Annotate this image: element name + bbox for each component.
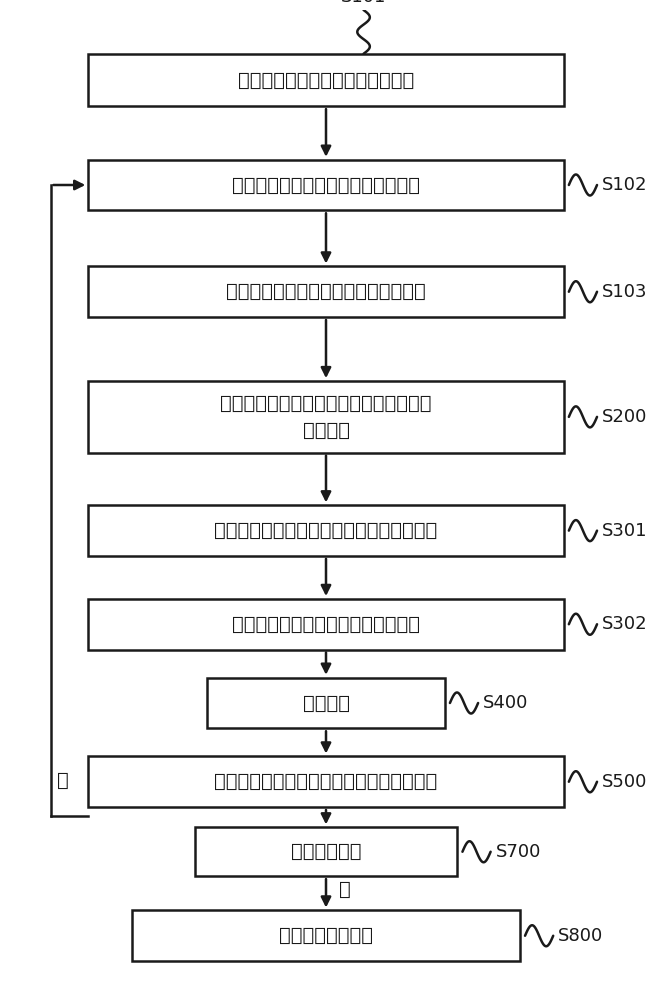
Bar xyxy=(88,381,564,453)
Text: S301: S301 xyxy=(602,522,647,540)
Bar xyxy=(88,599,564,650)
Text: 通过报警装置报警: 通过报警装置报警 xyxy=(279,926,373,945)
Text: 在列车转向架上安装图像采集装置: 在列车转向架上安装图像采集装置 xyxy=(238,71,414,90)
Text: S103: S103 xyxy=(602,283,647,301)
Text: 否: 否 xyxy=(57,771,68,790)
Bar xyxy=(88,266,564,317)
Text: S200: S200 xyxy=(602,408,647,426)
Text: 采集并检测列车轮缘表面状态图像信息: 采集并检测列车轮缘表面状态图像信息 xyxy=(226,282,426,301)
Text: S302: S302 xyxy=(602,615,647,633)
Text: S101: S101 xyxy=(341,0,386,6)
Text: S102: S102 xyxy=(602,176,647,194)
Bar xyxy=(194,827,458,876)
Text: 超出阈值范围: 超出阈值范围 xyxy=(291,842,361,861)
Text: 采集轮缘与轨道之间的实时图像信息: 采集轮缘与轨道之间的实时图像信息 xyxy=(232,176,420,194)
Text: 在实时图像信息中获取轮线信息和轨线信息: 在实时图像信息中获取轮线信息和轨线信息 xyxy=(215,521,437,540)
Text: 识别实时图像信息中的轮缘和轨道之间的
位置关系: 识别实时图像信息中的轮缘和轨道之间的 位置关系 xyxy=(220,394,432,440)
Text: 得到轮缘与轨道之间的位置关系数据: 得到轮缘与轨道之间的位置关系数据 xyxy=(232,615,420,634)
Text: 是: 是 xyxy=(339,880,351,899)
Bar xyxy=(132,910,520,961)
Bar xyxy=(88,756,564,807)
Text: 输出结果: 输出结果 xyxy=(303,694,349,712)
Bar xyxy=(88,160,564,210)
Text: S800: S800 xyxy=(558,927,604,945)
Text: S400: S400 xyxy=(483,694,529,712)
Text: S700: S700 xyxy=(496,843,541,861)
Bar xyxy=(88,54,564,106)
Text: 将上述位置关系数据与预设的阈值进行比较: 将上述位置关系数据与预设的阈值进行比较 xyxy=(215,772,437,791)
Bar xyxy=(207,678,445,728)
Bar xyxy=(88,505,564,556)
Text: S500: S500 xyxy=(602,773,647,791)
